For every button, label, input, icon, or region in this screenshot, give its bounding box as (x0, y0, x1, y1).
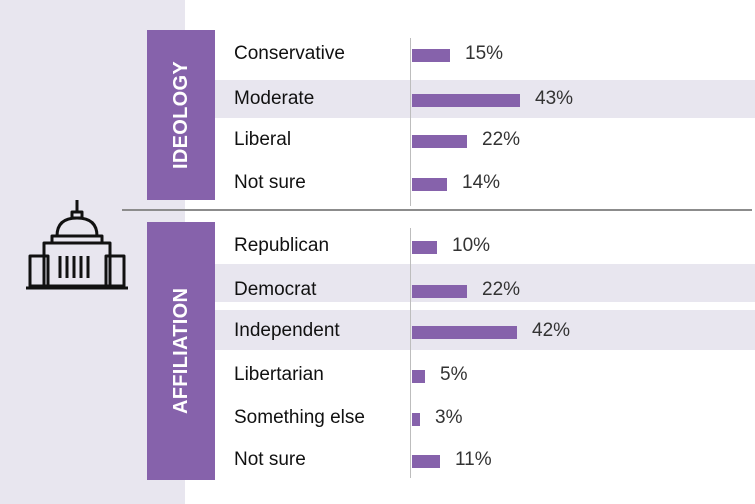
category-label-ideology-liberal: Liberal (234, 129, 292, 150)
value-label-affiliation-not-sure: 11% (455, 449, 492, 470)
bar-ideology-moderate (412, 94, 520, 107)
value-label-ideology-conservative: 15% (465, 43, 504, 64)
category-label-affiliation-democrat: Democrat (234, 279, 317, 300)
category-label-affiliation-not-sure: Not sure (234, 449, 306, 470)
row-highlight-democrat (185, 264, 755, 302)
category-label-ideology-moderate: Moderate (234, 88, 315, 109)
category-label-ideology-conservative: Conservative (234, 43, 345, 64)
category-label-affiliation-independent: Independent (234, 320, 340, 341)
bar-axis-ideology (410, 38, 411, 206)
capitol-building-icon (26, 200, 128, 290)
value-label-affiliation-democrat: 22% (482, 279, 521, 300)
section-divider (122, 209, 752, 211)
bar-affiliation-democrat (412, 285, 467, 298)
bar-affiliation-not-sure (412, 455, 440, 468)
bar-ideology-not-sure (412, 178, 447, 191)
category-label-affiliation-libertarian: Libertarian (234, 364, 324, 385)
value-label-affiliation-independent: 42% (532, 320, 571, 341)
category-label-affiliation-something-else: Something else (234, 407, 365, 428)
category-label-ideology-not-sure: Not sure (234, 172, 306, 193)
bar-affiliation-something-else (412, 413, 420, 426)
ideology-label: IDEOLOGY (170, 61, 192, 169)
value-label-affiliation-libertarian: 5% (440, 364, 468, 385)
bar-affiliation-independent (412, 326, 517, 339)
bar-affiliation-republican (412, 241, 437, 254)
affiliation-tab: AFFILIATION (147, 222, 215, 480)
ideology-tab: IDEOLOGY (147, 30, 215, 200)
value-label-affiliation-republican: 10% (452, 235, 491, 256)
bar-ideology-liberal (412, 135, 467, 148)
value-label-ideology-liberal: 22% (482, 129, 521, 150)
bar-axis-affiliation (410, 228, 411, 478)
affiliation-label: AFFILIATION (170, 287, 192, 414)
category-label-affiliation-republican: Republican (234, 235, 330, 256)
value-label-affiliation-something-else: 3% (435, 407, 463, 428)
bar-affiliation-libertarian (412, 370, 425, 383)
value-label-ideology-moderate: 43% (535, 88, 574, 109)
bar-ideology-conservative (412, 49, 450, 62)
value-label-ideology-not-sure: 14% (462, 172, 501, 193)
